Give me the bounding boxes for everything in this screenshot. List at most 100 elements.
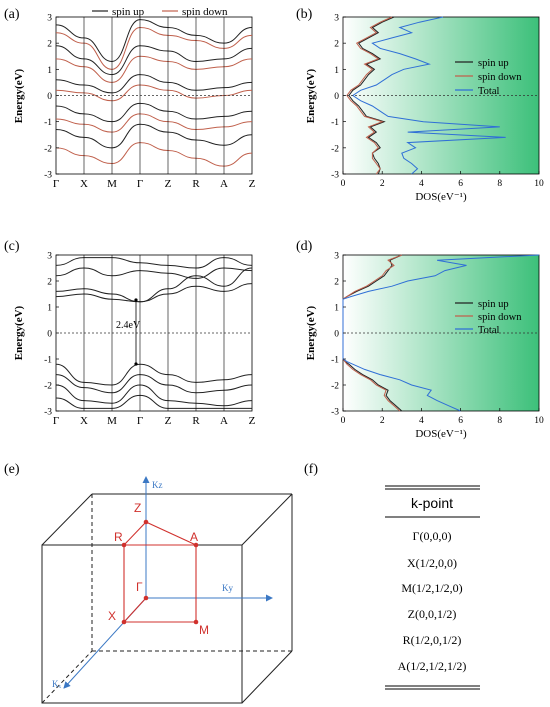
y-tick-label: 2	[334, 40, 339, 50]
y-tick-label: 1	[47, 66, 52, 76]
wedge-edge	[123, 521, 147, 546]
legend-a: spin up spin down	[92, 6, 228, 18]
band-line	[55, 257, 253, 269]
x-tick-label: 2	[380, 416, 385, 426]
y-tick-label: -2	[44, 382, 52, 392]
kz-label: Kz	[152, 480, 163, 490]
y-tick-label: -2	[331, 144, 339, 154]
x-tick-label: A	[220, 415, 228, 427]
table-row: X(1/2,0,0)	[407, 556, 457, 570]
legend-a-label-spin-down: spin down	[182, 6, 228, 18]
band-line	[55, 55, 253, 83]
legend-d-label-spin-up: spin up	[478, 299, 509, 310]
panel-b-label: (b)	[296, 7, 313, 22]
band-line	[55, 19, 253, 62]
table-row: Γ(0,0,0)	[413, 529, 452, 543]
y-tick-label: 1	[47, 304, 52, 314]
x-tick-label: 0	[341, 416, 346, 426]
panel-a-label: (a)	[4, 7, 20, 22]
y-tick-label: -1	[331, 118, 339, 128]
x-tick-label: M	[107, 415, 117, 427]
x-tick-label: R	[192, 415, 200, 427]
band-line	[55, 374, 253, 394]
k-points	[121, 519, 199, 625]
kx-label: Kₓ	[52, 679, 61, 689]
y-tick-label: -1	[44, 356, 52, 366]
table-row: Z(0,0,1/2)	[408, 607, 457, 621]
dos-curve-total	[342, 254, 540, 412]
band-line	[55, 363, 253, 386]
y-tick-label: 2	[47, 278, 52, 288]
panel-e-label: (e)	[4, 462, 20, 477]
y-tick-label: 0	[47, 92, 52, 102]
y-tick-label: -2	[331, 382, 339, 392]
x-tick-label: 6	[458, 416, 463, 426]
x-tick-label: Γ	[137, 178, 143, 190]
axes-d: 0 2 4 6 8 10 -3 -2 -1 0 1 2 3	[331, 252, 544, 427]
panel-e: (e) Kz Ky Kₓ	[4, 462, 293, 704]
x-tick-label: 8	[497, 179, 502, 189]
point-r	[121, 542, 127, 548]
gap-top-marker	[134, 298, 138, 302]
y-tick-label: -1	[44, 118, 52, 128]
x-tick-label: Γ	[53, 178, 59, 190]
label-r: R	[114, 530, 123, 544]
k-point-labels: Z R A Γ X M	[108, 501, 209, 637]
y-tick-label: 2	[334, 278, 339, 288]
y-tick-label: -3	[331, 171, 339, 181]
panel-a: (a) spin up spin down Γ X M Γ Z R A Z -3 -2 -1 0 1 2 3…	[4, 6, 256, 190]
wedge-edge	[145, 521, 197, 546]
band-line	[55, 113, 253, 133]
panel-f-label: (f)	[304, 462, 318, 477]
legend-b-label-total: Total	[478, 86, 500, 97]
label-a: A	[190, 530, 198, 544]
point-gamma	[143, 595, 149, 601]
table-row: A(1/2,1/2,1/2)	[398, 659, 467, 673]
cube-edge	[241, 493, 293, 546]
panel-f: (f) k-point Γ(0,0,0) X(1/2,0,0) M(1/2,1/…	[304, 462, 480, 690]
x-tick-label: 10	[534, 416, 544, 426]
point-a	[193, 542, 199, 548]
ylabel-b: Energy(eV)	[305, 68, 317, 123]
ky-label: Ky	[222, 583, 233, 593]
xlabel-d: DOS(eV⁻¹)	[415, 428, 467, 440]
legend-b-label-spin-down: spin down	[478, 72, 522, 83]
y-tick-label: 3	[47, 14, 52, 24]
y-tick-label: -3	[44, 171, 52, 181]
x-tick-label: X	[80, 178, 88, 190]
panel-c-label: (c)	[4, 239, 20, 254]
band-line	[55, 123, 253, 149]
table-row: M(1/2,1/2,0)	[401, 581, 462, 595]
ylabel-c: Energy(eV)	[13, 305, 25, 360]
legend-d-label-total: Total	[478, 325, 500, 336]
y-tick-label: 3	[47, 252, 52, 262]
point-m	[193, 619, 199, 625]
dos-curve-spin-down	[346, 16, 393, 175]
x-tick-label: X	[80, 415, 88, 427]
band-line	[55, 267, 253, 279]
dos-d	[342, 254, 540, 412]
band-line	[55, 267, 253, 303]
axes-b: 0 2 4 6 8 10 -3 -2 -1 0 1 2 3	[331, 14, 544, 190]
x-tick-label: 4	[419, 416, 424, 426]
legend-b-label-spin-up: spin up	[478, 58, 509, 69]
band-line	[55, 102, 253, 123]
bands-a	[55, 19, 253, 167]
x-tick-label: R	[192, 178, 200, 190]
gap-annotation: 2.4eV	[116, 320, 141, 331]
band-line	[55, 283, 253, 303]
band-line	[55, 394, 252, 409]
y-tick-label: -3	[44, 408, 52, 418]
x-tick-label: 6	[458, 179, 463, 189]
label-gamma: Γ	[136, 580, 143, 594]
x-tick-label: Z	[165, 415, 172, 427]
y-tick-label: -1	[331, 356, 339, 366]
x-tick-label: Z	[249, 415, 256, 427]
y-tick-label: 1	[334, 66, 339, 76]
y-tick-label: 0	[334, 330, 339, 340]
y-tick-label: -3	[331, 408, 339, 418]
y-tick-label: 3	[334, 252, 339, 262]
table-header: k-point	[411, 495, 453, 511]
ylabel-d: Energy(eV)	[305, 305, 317, 360]
